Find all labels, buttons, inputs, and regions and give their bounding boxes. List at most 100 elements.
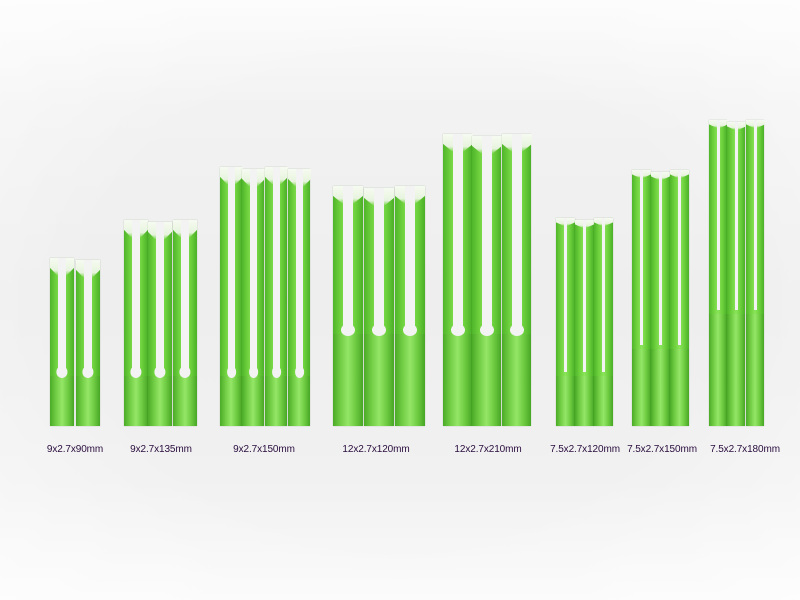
bamboo-skewer [575, 220, 594, 426]
skewer-tip [522, 134, 532, 152]
fork-slot [453, 134, 463, 330]
skewer-handle [173, 376, 197, 426]
bamboo-skewer [709, 120, 728, 426]
skewer-handle [556, 376, 575, 426]
skewer-tip [140, 220, 148, 238]
skewer-tip [757, 120, 765, 128]
skewer-tip [164, 222, 172, 240]
skewer-tip [124, 220, 132, 238]
skewer-handle [220, 376, 242, 426]
fork-slot [717, 120, 720, 310]
skewer-handle [472, 334, 501, 426]
bamboo-skewer [50, 258, 74, 426]
skewer-tip [50, 258, 58, 276]
skewer-tip [173, 220, 181, 238]
bamboo-skewer [364, 188, 394, 426]
fork-slot [296, 169, 303, 372]
skewer-tip [746, 120, 754, 128]
skewer-tip [395, 186, 405, 204]
skewer-tip [575, 220, 583, 228]
skewer-tip [288, 169, 296, 187]
bamboo-skewer [288, 169, 311, 426]
bamboo-skewer [443, 134, 473, 426]
skewer-handle [709, 314, 727, 426]
skewer-handle [746, 314, 764, 426]
skewer-handle [594, 376, 613, 426]
skewer-tip [681, 170, 689, 178]
bamboo-skewer [173, 220, 197, 426]
skewer-tip [738, 122, 746, 130]
fork-slot [678, 170, 681, 345]
skewer-tip [567, 218, 575, 226]
fork-slot [156, 222, 164, 372]
skewer-tip [556, 218, 564, 226]
skewer-tip [662, 172, 670, 180]
skewer-tip [333, 186, 343, 204]
skewer-tip [148, 222, 156, 240]
fork-slot [640, 170, 643, 345]
skewer-tip [586, 220, 594, 228]
fork-slot [482, 136, 492, 330]
skewer-tip [443, 134, 453, 152]
label-9x2.7x135: 9x2.7x135mm [130, 444, 192, 455]
bamboo-skewer [502, 134, 532, 426]
fork-slot [273, 167, 280, 372]
skewer-handle [727, 314, 745, 426]
fork-slot [228, 167, 235, 372]
bamboo-skewer [472, 136, 502, 426]
skewer-handle [670, 349, 689, 426]
skewer-tip [594, 218, 602, 226]
skewer-handle [575, 376, 594, 426]
skewer-handle [651, 349, 670, 426]
skewer-tip [257, 169, 265, 187]
skewer-tip [709, 120, 717, 128]
skewer-tip [492, 136, 502, 154]
skewer-tip [220, 167, 228, 185]
skewer-tip [632, 170, 640, 178]
fork-slot [659, 172, 662, 345]
fork-slot [602, 218, 605, 372]
skewer-tip [242, 169, 250, 187]
fork-slot [754, 120, 757, 310]
bamboo-skewer [124, 220, 148, 426]
skewer-tip [92, 260, 100, 278]
label-9x2.7x150: 9x2.7x150mm [233, 444, 295, 455]
skewer-handle [265, 376, 287, 426]
fork-slot [583, 220, 586, 372]
skewer-handle [333, 334, 363, 426]
fork-slot [84, 260, 92, 372]
fork-slot [405, 186, 415, 330]
bamboo-skewer [333, 186, 363, 426]
skewer-tip [670, 170, 678, 178]
bamboo-skewer [395, 186, 425, 426]
skewer-tip [605, 218, 613, 226]
skewer-handle [632, 349, 651, 426]
skewer-handle [242, 376, 264, 426]
label-7.5x2.7x150: 7.5x2.7x150mm [627, 444, 697, 455]
fork-slot [735, 122, 738, 310]
fork-slot [512, 134, 522, 330]
skewer-tip [727, 122, 735, 130]
skewer-tip [353, 186, 363, 204]
skewer-tip [265, 167, 273, 185]
bamboo-skewer [670, 170, 689, 426]
fork-slot [343, 186, 353, 330]
bamboo-skewer [727, 122, 746, 426]
bamboo-skewer [220, 167, 243, 426]
skewer-tip [76, 260, 84, 278]
skewer-handle [395, 334, 425, 426]
label-7.5x2.7x120: 7.5x2.7x120mm [550, 444, 620, 455]
skewer-handle [76, 376, 100, 426]
label-12x2.7x120: 12x2.7x120mm [342, 444, 410, 455]
fork-slot [181, 220, 189, 372]
skewer-tip [235, 167, 243, 185]
skewer-tip [66, 258, 74, 276]
bamboo-skewer [594, 218, 613, 426]
skewer-tip [720, 120, 728, 128]
label-9x2.7x90: 9x2.7x90mm [46, 444, 104, 455]
bamboo-skewer [242, 169, 265, 426]
fork-slot [374, 188, 384, 330]
skewer-handle [443, 334, 472, 426]
label-12x2.7x210: 12x2.7x210mm [454, 444, 522, 455]
skewer-tip [280, 167, 288, 185]
